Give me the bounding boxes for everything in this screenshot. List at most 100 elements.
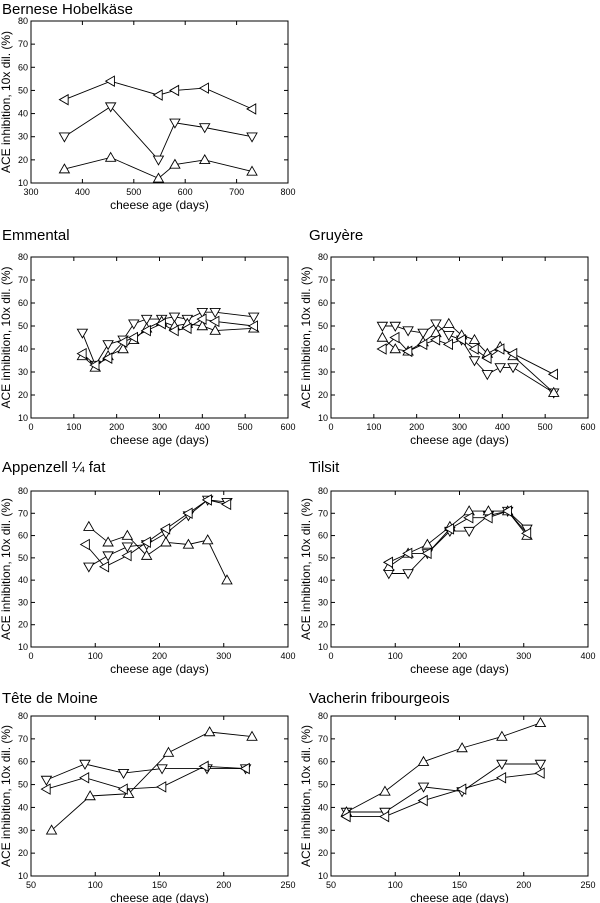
panel-title: Vacherin fribourgeois <box>309 690 450 707</box>
x-tick-label: 700 <box>229 187 244 197</box>
x-axis-label: cheese age (days) <box>410 433 509 447</box>
panel-title: Tête de Moine <box>2 690 98 707</box>
y-tick-label: 40 <box>18 344 28 354</box>
data-point-triangle-left <box>169 84 180 97</box>
data-point-triangle-left <box>98 560 110 573</box>
x-tick-label: 100 <box>66 422 81 432</box>
series-line-triangle-up <box>388 510 528 568</box>
y-tick-label: 70 <box>318 275 328 285</box>
series-line-triangle-up <box>64 157 253 179</box>
data-point-triangle-down <box>417 328 429 339</box>
y-tick-label: 70 <box>318 508 328 518</box>
y-tick-label: 40 <box>318 802 328 812</box>
y-tick-label: 70 <box>18 508 28 518</box>
data-point-triangle-down <box>481 370 494 381</box>
data-point-triangle-left <box>89 359 100 371</box>
y-tick-label: 20 <box>318 390 328 400</box>
y-tick-label: 30 <box>18 597 28 607</box>
x-tick-label: 300 <box>516 651 531 661</box>
data-point-triangle-down <box>128 319 140 330</box>
data-point-triangle-left <box>507 347 518 360</box>
data-point-triangle-down <box>463 526 475 538</box>
x-tick-label: 50 <box>26 880 36 890</box>
y-tick-label: 30 <box>318 825 328 835</box>
y-tick-label: 30 <box>18 825 28 835</box>
series-line-triangle-left <box>346 772 541 818</box>
x-tick-label: 250 <box>580 880 595 890</box>
data-point-triangle-left <box>155 317 166 330</box>
data-point-triangle-up <box>169 158 181 169</box>
data-point-triangle-up <box>421 538 434 549</box>
y-tick-label: 20 <box>318 620 328 630</box>
y-tick-label: 50 <box>18 553 28 563</box>
data-point-triangle-left <box>456 783 467 795</box>
data-point-triangle-down <box>169 118 181 129</box>
series-line-triangle-down <box>64 106 253 161</box>
y-tick-label: 30 <box>18 132 28 142</box>
x-axis-label: cheese age (days) <box>410 891 509 903</box>
data-point-triangle-down <box>140 314 153 326</box>
data-point-triangle-down <box>40 775 53 786</box>
x-axis-label: cheese age (days) <box>110 198 209 212</box>
data-point-triangle-up <box>198 153 211 165</box>
y-tick-label: 20 <box>318 848 328 858</box>
data-point-triangle-up <box>203 726 216 737</box>
data-point-triangle-up <box>162 746 175 757</box>
data-point-triangle-up <box>246 165 258 176</box>
data-point-triangle-up <box>160 536 172 547</box>
data-point-triangle-left <box>521 527 532 540</box>
panel-title: Tilsit <box>309 459 340 476</box>
y-tick-label: 50 <box>318 553 328 563</box>
y-tick-label: 40 <box>18 575 28 585</box>
x-tick-label: 500 <box>538 422 553 432</box>
x-tick-label: 600 <box>580 422 595 432</box>
data-point-triangle-down <box>417 782 430 793</box>
data-point-triangle-left <box>402 345 413 358</box>
y-tick-label: 60 <box>18 298 28 308</box>
y-tick-label: 50 <box>18 321 28 331</box>
y-tick-label: 10 <box>318 413 328 423</box>
y-tick-label: 60 <box>318 757 328 767</box>
plot-frame <box>330 490 589 648</box>
panel-gruyere: Gruyère 0 100 200 300 400 500 600 10 20 30 40 50 60 70… <box>299 227 596 447</box>
data-point-triangle-up <box>246 730 258 741</box>
y-tick-label: 80 <box>18 252 28 262</box>
data-point-triangle-down <box>247 312 260 323</box>
data-point-triangle-left <box>340 810 351 823</box>
data-point-triangle-left <box>501 505 512 517</box>
data-point-triangle-up <box>379 785 391 796</box>
x-tick-label: 400 <box>195 422 210 432</box>
data-point-triangle-left <box>443 523 455 535</box>
y-tick-label: 10 <box>318 871 328 881</box>
panel-tete-de-moine: Tête de Moine 50 100 150 200 250 10 20 30 40 50 60 7… <box>0 690 296 903</box>
x-tick-label: 200 <box>409 422 424 432</box>
y-tick-label: 20 <box>18 620 28 630</box>
data-point-triangle-down <box>168 312 181 323</box>
y-tick-label: 60 <box>318 531 328 541</box>
data-point-triangle-down <box>246 132 258 143</box>
data-point-triangle-down <box>496 759 508 770</box>
data-point-triangle-down <box>102 551 114 562</box>
y-tick-label: 60 <box>18 62 28 72</box>
data-point-triangle-up <box>58 163 71 174</box>
series-line-triangle-left <box>64 80 253 110</box>
x-tick-label: 600 <box>178 187 193 197</box>
data-point-triangle-up <box>152 172 165 183</box>
x-tick-label: 500 <box>238 422 253 432</box>
data-point-triangle-left <box>168 324 179 337</box>
x-tick-label: 0 <box>328 651 333 661</box>
data-point-triangle-down <box>156 764 168 775</box>
data-point-triangle-left <box>102 352 113 364</box>
y-axis-label: ACE inhibition, 10x dil. (%) <box>0 266 13 408</box>
plot-frame <box>30 20 289 184</box>
x-tick-label: 0 <box>328 422 333 432</box>
y-tick-label: 50 <box>18 85 28 95</box>
y-tick-label: 30 <box>18 367 28 377</box>
data-point-triangle-left <box>104 75 115 87</box>
x-tick-label: 300 <box>216 651 231 661</box>
data-point-triangle-down <box>468 356 481 367</box>
data-point-triangle-up <box>456 742 468 753</box>
data-point-triangle-up <box>102 536 114 547</box>
data-point-triangle-up <box>196 320 209 331</box>
